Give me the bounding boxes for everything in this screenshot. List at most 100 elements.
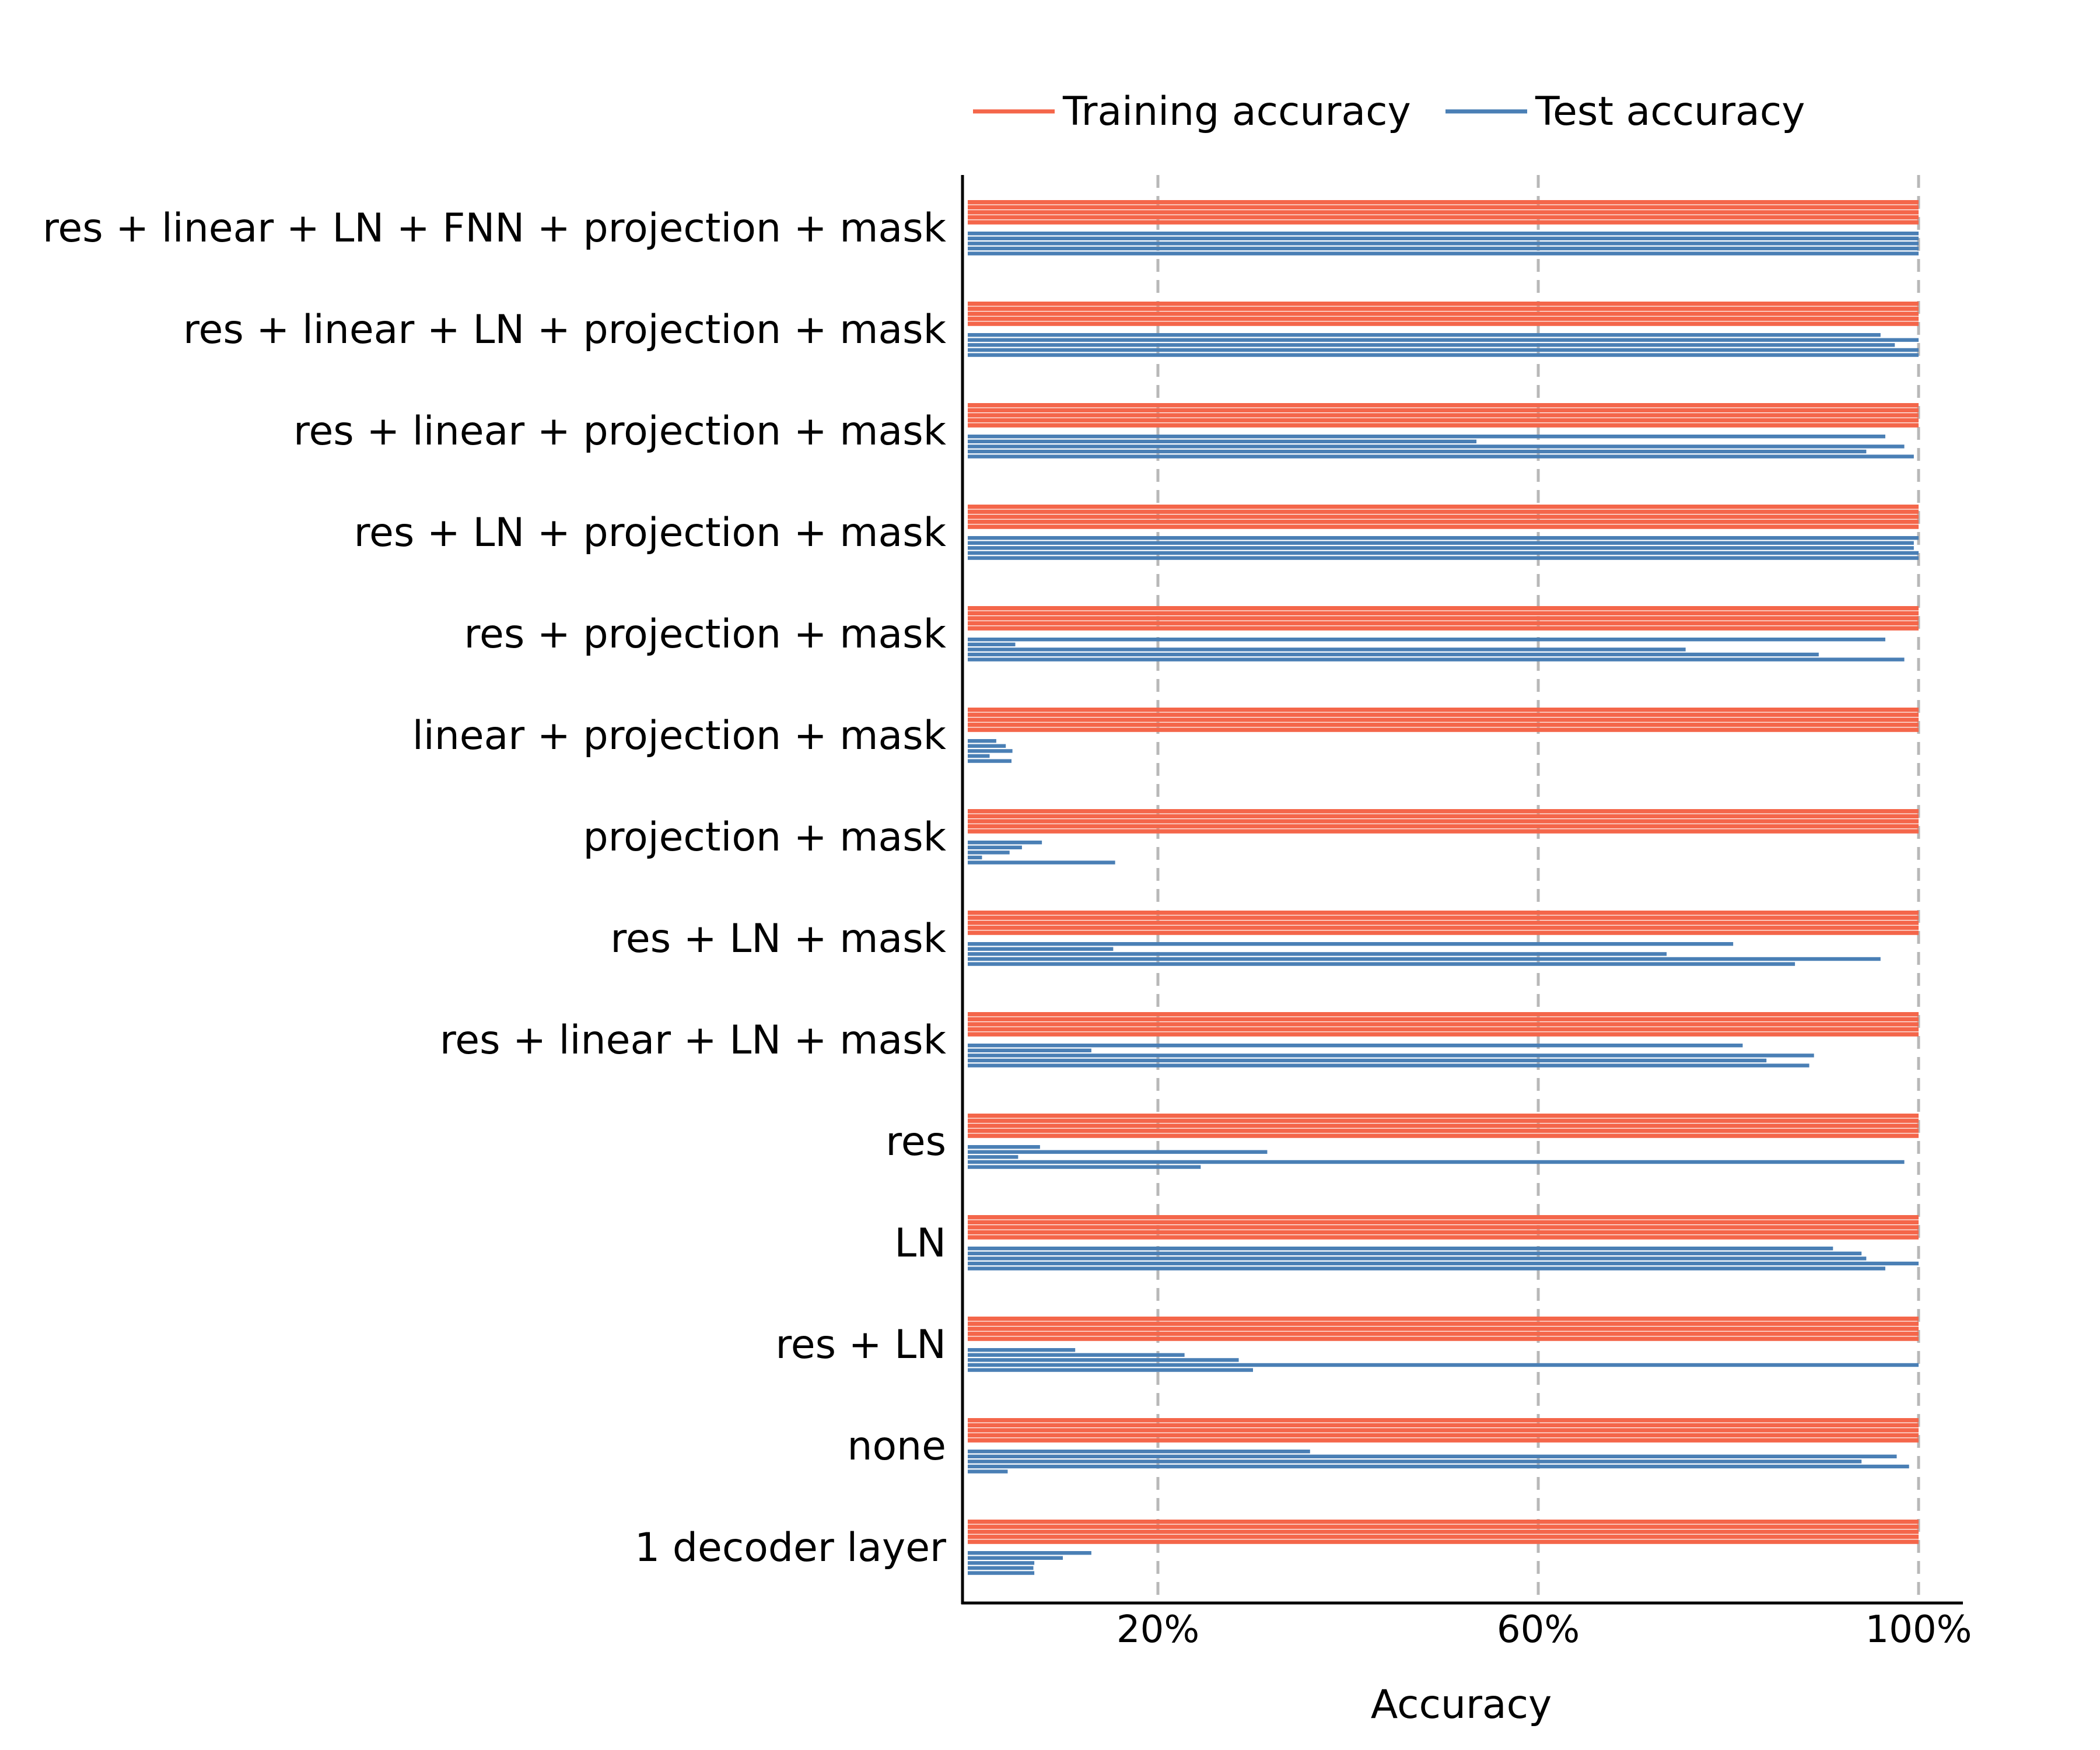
train-bar-8-2 <box>968 1022 1919 1027</box>
category-label-12: none <box>847 1423 946 1469</box>
train-bar-4-2 <box>968 616 1919 621</box>
category-label-5: linear + projection + mask <box>412 713 947 759</box>
test-bar-0-3 <box>968 246 1919 251</box>
train-bar-1-2 <box>968 312 1919 316</box>
train-bar-9-1 <box>968 1118 1919 1123</box>
test-bar-5-4 <box>968 759 1012 763</box>
test-bar-11-2 <box>968 1358 1239 1362</box>
test-bar-8-3 <box>968 1058 1767 1063</box>
train-bar-7-3 <box>968 925 1919 930</box>
test-bar-2-0 <box>968 435 1885 439</box>
test-bar-0-0 <box>968 232 1919 236</box>
train-bar-11-4 <box>968 1336 1919 1341</box>
train-bar-8-4 <box>968 1032 1919 1037</box>
test-bar-7-3 <box>968 957 1881 961</box>
train-bar-7-0 <box>968 911 1919 915</box>
category-label-4: res + projection + mask <box>464 611 947 657</box>
test-bar-4-0 <box>968 638 1885 642</box>
test-bar-2-4 <box>968 454 1914 459</box>
train-bar-2-3 <box>968 418 1919 423</box>
train-bar-11-2 <box>968 1326 1919 1331</box>
train-bar-3-3 <box>968 519 1919 524</box>
test-bar-7-2 <box>968 952 1667 956</box>
bar-group-13 <box>968 1520 1919 1575</box>
bar-group-1 <box>968 302 1919 357</box>
test-bar-9-3 <box>968 1160 1905 1164</box>
category-label-8: res + linear + LN + mask <box>440 1017 947 1063</box>
test-bar-2-1 <box>968 439 1477 443</box>
test-bar-11-0 <box>968 1348 1076 1352</box>
test-bar-3-1 <box>968 541 1914 545</box>
train-bar-12-4 <box>968 1438 1919 1443</box>
test-bar-13-2 <box>968 1561 1035 1565</box>
train-bar-10-4 <box>968 1235 1919 1240</box>
test-bar-12-3 <box>968 1464 1909 1469</box>
test-bar-10-1 <box>968 1251 1862 1255</box>
train-bar-5-1 <box>968 712 1919 717</box>
test-bar-13-1 <box>968 1556 1063 1560</box>
train-bar-5-4 <box>968 727 1919 732</box>
bar-group-2 <box>968 403 1919 459</box>
train-bar-8-0 <box>968 1012 1919 1017</box>
category-label-6: projection + mask <box>583 814 946 860</box>
test-bar-5-2 <box>968 749 1013 753</box>
train-bar-4-3 <box>968 621 1919 626</box>
test-bar-6-4 <box>968 860 1115 864</box>
train-bar-13-2 <box>968 1530 1919 1534</box>
test-bar-6-1 <box>968 845 1022 849</box>
test-bar-12-0 <box>968 1450 1310 1454</box>
test-bar-2-3 <box>968 449 1867 454</box>
test-bar-4-2 <box>968 648 1686 652</box>
test-bar-3-2 <box>968 546 1914 550</box>
category-label-9: res <box>886 1119 946 1165</box>
train-bar-1-4 <box>968 321 1919 326</box>
train-bar-4-4 <box>968 626 1919 631</box>
test-bar-1-1 <box>968 338 1919 342</box>
x-tick-label-1: 60% <box>1497 1608 1580 1651</box>
x-tick-label-0: 20% <box>1116 1608 1199 1651</box>
train-bar-3-0 <box>968 505 1919 509</box>
train-bar-10-1 <box>968 1220 1919 1224</box>
bar-group-0 <box>968 200 1919 256</box>
bars <box>968 200 1919 1575</box>
test-bar-5-0 <box>968 739 996 743</box>
train-bar-0-4 <box>968 220 1919 225</box>
test-bar-13-0 <box>968 1551 1091 1555</box>
x-axis-label: Accuracy <box>1371 1682 1552 1728</box>
train-bar-11-1 <box>968 1321 1919 1326</box>
test-bar-10-2 <box>968 1256 1867 1261</box>
train-bar-11-0 <box>968 1317 1919 1321</box>
test-bar-11-3 <box>968 1363 1919 1367</box>
test-bar-0-1 <box>968 236 1919 240</box>
category-label-2: res + linear + projection + mask <box>293 408 947 454</box>
bar-group-8 <box>968 1012 1919 1068</box>
test-bar-0-2 <box>968 242 1919 246</box>
test-bar-12-2 <box>968 1460 1862 1464</box>
train-bar-7-4 <box>968 930 1919 935</box>
test-bar-7-4 <box>968 962 1796 966</box>
train-bar-1-1 <box>968 306 1919 311</box>
train-bar-9-4 <box>968 1133 1919 1138</box>
test-bar-7-1 <box>968 947 1114 951</box>
test-bar-1-4 <box>968 353 1919 357</box>
bar-group-12 <box>968 1418 1919 1474</box>
train-bar-3-2 <box>968 514 1919 519</box>
test-bar-8-4 <box>968 1063 1810 1068</box>
test-bar-10-3 <box>968 1261 1919 1266</box>
x-tick-label-2: 100% <box>1866 1608 1972 1651</box>
test-bar-9-1 <box>968 1150 1268 1154</box>
train-bar-6-4 <box>968 829 1919 834</box>
test-bar-12-1 <box>968 1454 1897 1458</box>
test-bar-3-0 <box>968 536 1919 540</box>
train-bar-10-0 <box>968 1215 1919 1220</box>
train-bar-3-4 <box>968 524 1919 529</box>
bar-group-9 <box>968 1114 1919 1169</box>
train-bar-2-1 <box>968 408 1919 412</box>
category-label-10: LN <box>894 1220 946 1266</box>
bar-group-3 <box>968 505 1919 560</box>
train-bar-4-1 <box>968 611 1919 615</box>
test-bar-8-1 <box>968 1048 1091 1052</box>
train-bar-13-4 <box>968 1539 1919 1544</box>
train-bar-1-3 <box>968 316 1919 321</box>
